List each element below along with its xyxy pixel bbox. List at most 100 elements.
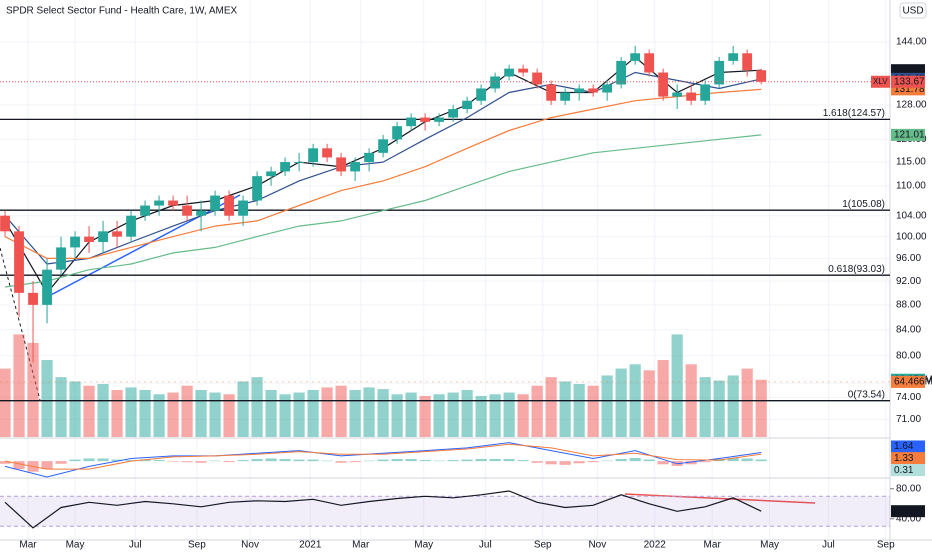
macd-line — [4, 442, 762, 478]
volume-bar — [237, 381, 249, 437]
currency-box — [899, 2, 927, 19]
macd-histogram-bar — [643, 459, 655, 462]
candle-body — [84, 236, 94, 243]
candle-body — [196, 210, 206, 216]
candle-body — [406, 117, 417, 127]
macd-histogram-bar — [531, 461, 543, 463]
volume-bar — [377, 389, 389, 437]
y-tick-label: 104.00 — [896, 210, 927, 221]
macd-histogram-bar — [433, 460, 445, 462]
y-tick-label: 144.00 — [896, 37, 927, 48]
candle-body — [308, 148, 318, 163]
volume-bar — [671, 334, 683, 437]
volume-bar — [27, 342, 39, 437]
macd-histogram-bar — [167, 461, 179, 462]
fib-label: 1(105.08) — [842, 199, 885, 210]
candle-body — [252, 176, 262, 201]
rsi-line — [4, 490, 762, 529]
candle-body — [112, 231, 122, 237]
candle-body — [490, 76, 501, 89]
candle-body — [560, 92, 571, 101]
volume-bar — [139, 389, 151, 437]
macd-histogram-bar — [363, 460, 375, 462]
rsi-tick-label: 40.00 — [896, 513, 921, 524]
x-tick-label: Nov — [588, 540, 606, 550]
candle-body — [532, 72, 543, 85]
currency: USD — [902, 6, 923, 17]
candle-body — [756, 70, 767, 82]
candle-body — [350, 162, 361, 172]
volume-bar — [643, 370, 655, 437]
candle-body — [168, 200, 178, 206]
macd-histogram-bar — [419, 460, 431, 462]
volume-bar — [601, 375, 613, 437]
volume-bar — [461, 389, 473, 437]
symbol-label-bg — [871, 75, 890, 88]
rsi-value-label: 50.10 — [894, 506, 919, 517]
candle-body — [546, 84, 557, 101]
macd-histogram-bar — [699, 461, 711, 463]
macd-histogram-bar — [349, 461, 361, 463]
candle-body — [630, 53, 641, 61]
macd-histogram-bar — [587, 461, 599, 463]
macd-histogram-bar — [727, 457, 739, 462]
signal-value-label: 1.33 — [894, 453, 914, 464]
fib-label: 0(73.54) — [848, 389, 885, 400]
candle-body — [434, 117, 445, 122]
fib-label: 1.618(124.57) — [823, 108, 885, 119]
candle-body — [154, 200, 164, 206]
macd-histogram-bar — [685, 461, 697, 465]
macd-histogram-bar — [153, 460, 165, 462]
volume-bar — [251, 377, 263, 437]
volume-bar — [111, 389, 123, 437]
candle-body — [644, 53, 655, 73]
candle-body — [378, 139, 389, 153]
x-tick-label: Sep — [188, 540, 206, 550]
macd-histogram-bar — [307, 459, 319, 462]
macd-histogram-bar — [405, 459, 417, 462]
volume-bar — [419, 395, 431, 437]
volume-bar — [83, 385, 95, 437]
macd-histogram-bar — [195, 461, 207, 463]
candle-body — [126, 215, 136, 237]
candle-body — [742, 53, 753, 71]
macd-histogram-bar — [41, 461, 53, 470]
candle-body — [98, 231, 108, 243]
macd-value-label-bg — [891, 440, 925, 453]
volume-bar — [181, 385, 193, 437]
candle-body — [518, 68, 529, 73]
macd-histogram-bar — [601, 460, 613, 462]
candle-body — [322, 148, 332, 158]
volume-bar — [335, 385, 347, 437]
volume-bar — [307, 389, 319, 437]
volume-bar — [293, 392, 305, 437]
macd-histogram-bar — [475, 459, 487, 462]
volume-bar — [209, 392, 221, 437]
volume-bar — [657, 360, 669, 437]
y-tick-label: 84.00 — [896, 324, 921, 335]
volume-bar — [321, 387, 333, 437]
volume-bar — [363, 387, 375, 437]
macd-histogram-bar — [657, 461, 669, 465]
ma-value-label: 136.60 — [894, 65, 925, 76]
volume-bar — [447, 392, 459, 437]
candle-body — [210, 195, 220, 211]
candle-body — [420, 117, 431, 122]
fib-label: 0.618(93.03) — [828, 264, 885, 275]
macd-histogram-bar — [237, 460, 249, 462]
x-tick-label: May — [414, 540, 433, 550]
volume-bar — [517, 394, 529, 437]
x-tick-label: Jul — [822, 540, 835, 550]
ma-value-label-bg — [891, 128, 925, 141]
candle-body — [462, 100, 473, 110]
macd-histogram-bar — [755, 459, 767, 462]
macd-histogram-bar — [461, 459, 473, 462]
chart-title: SPDR Select Sector Fund - Health Care, 1… — [6, 6, 238, 17]
volume-bar — [615, 368, 627, 437]
macd-histogram-bar — [573, 461, 585, 464]
candle-body — [700, 84, 711, 101]
candle-body — [70, 236, 80, 248]
ma-line — [4, 88, 762, 259]
volume-bar — [433, 394, 445, 437]
